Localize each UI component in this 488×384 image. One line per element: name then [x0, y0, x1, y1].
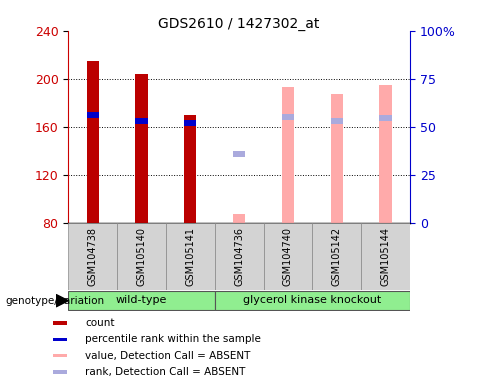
- Bar: [166, 223, 215, 290]
- Bar: [117, 223, 166, 290]
- Bar: [215, 223, 264, 290]
- Bar: [68, 291, 215, 310]
- Bar: [87, 61, 99, 223]
- Bar: [233, 214, 245, 223]
- Text: GSM104738: GSM104738: [88, 227, 98, 286]
- Bar: [330, 118, 343, 124]
- Text: GSM105144: GSM105144: [381, 227, 390, 286]
- Text: GSM104740: GSM104740: [283, 227, 293, 286]
- Text: GDS2610 / 1427302_at: GDS2610 / 1427302_at: [159, 17, 320, 31]
- Text: glycerol kinase knockout: glycerol kinase knockout: [243, 295, 382, 306]
- Bar: [282, 87, 294, 223]
- Bar: [53, 354, 67, 358]
- Bar: [184, 115, 196, 223]
- Bar: [215, 291, 410, 310]
- Text: rank, Detection Call = ABSENT: rank, Detection Call = ABSENT: [85, 367, 245, 377]
- Bar: [380, 115, 391, 121]
- Text: genotype/variation: genotype/variation: [5, 296, 104, 306]
- Bar: [361, 223, 410, 290]
- Text: GSM105141: GSM105141: [185, 227, 195, 286]
- Polygon shape: [56, 295, 68, 307]
- Bar: [264, 223, 312, 290]
- Text: GSM104736: GSM104736: [234, 227, 244, 286]
- Text: value, Detection Call = ABSENT: value, Detection Call = ABSENT: [85, 351, 251, 361]
- Bar: [53, 321, 67, 325]
- Bar: [53, 370, 67, 374]
- Bar: [312, 223, 361, 290]
- Bar: [135, 118, 147, 124]
- Bar: [68, 223, 117, 290]
- Bar: [53, 338, 67, 341]
- Bar: [87, 112, 99, 118]
- Text: GSM105140: GSM105140: [137, 227, 146, 286]
- Text: GSM105142: GSM105142: [332, 227, 342, 286]
- Bar: [184, 120, 196, 126]
- Bar: [282, 114, 294, 120]
- Text: count: count: [85, 318, 115, 328]
- Bar: [135, 74, 147, 223]
- Bar: [330, 94, 343, 223]
- Bar: [380, 85, 391, 223]
- Text: percentile rank within the sample: percentile rank within the sample: [85, 334, 261, 344]
- Text: wild-type: wild-type: [116, 295, 167, 306]
- Bar: [233, 151, 245, 157]
